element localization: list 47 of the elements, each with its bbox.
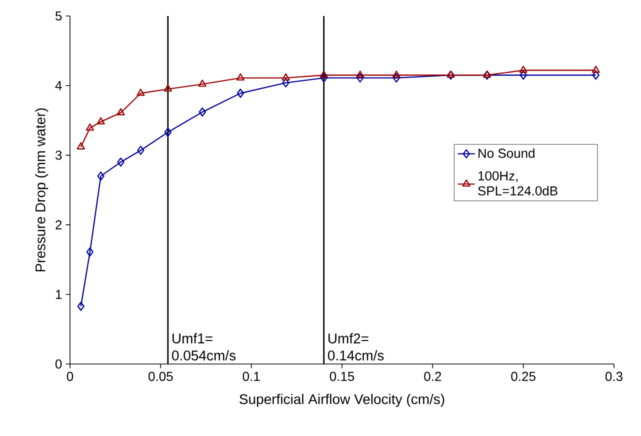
y-tick-label: 5: [55, 11, 62, 21]
point: [96, 117, 105, 124]
point: [519, 66, 528, 73]
legend-label: 100Hz, SPL=124.0dB: [478, 171, 558, 196]
point: [86, 123, 94, 131]
x-tick-label: 0: [66, 372, 74, 381]
point: [97, 171, 104, 181]
point: [164, 128, 172, 137]
point: [356, 73, 364, 83]
y-tick-label: 0: [55, 359, 62, 369]
point: [76, 142, 85, 150]
point: [282, 73, 290, 81]
point: [236, 73, 245, 81]
x-axis-title: Superficial Airflow Velocity (cm/s): [240, 394, 444, 407]
point: [86, 247, 94, 257]
point: [392, 73, 400, 83]
x-tick-label: 0.2: [424, 372, 442, 381]
point: [592, 70, 600, 80]
y-tick-label: 1: [56, 290, 62, 299]
x-tick-label: 0.05: [148, 372, 173, 381]
point: [137, 146, 144, 155]
point: [320, 70, 328, 78]
point: [164, 84, 172, 92]
ref-line-label: Umf2= 0.14cm/s: [328, 333, 384, 360]
y-tick-label: 2: [56, 220, 62, 230]
point: [592, 66, 600, 73]
point: [116, 108, 125, 116]
point: [392, 70, 400, 78]
y-tick-label: 4: [55, 81, 62, 90]
y-axis-title: Pressure Drop (mm water): [35, 108, 48, 272]
point: [520, 70, 527, 80]
point: [117, 158, 124, 167]
legend-label: No Sound: [478, 148, 534, 158]
point: [236, 88, 244, 98]
x-tick-label: 0.15: [330, 372, 354, 381]
y-tick-label: 3: [55, 150, 62, 160]
x-tick-label: 0.3: [605, 372, 622, 381]
x-tick-label: 0.25: [511, 372, 536, 381]
point: [77, 302, 84, 311]
point: [136, 88, 145, 96]
point: [356, 70, 364, 78]
ref-line-label: Umf1= 0.054cm/s: [172, 333, 236, 360]
point: [198, 80, 206, 87]
x-tick-label: 0.1: [242, 372, 260, 381]
point: [320, 73, 328, 83]
point: [282, 78, 290, 88]
point: [198, 107, 206, 117]
